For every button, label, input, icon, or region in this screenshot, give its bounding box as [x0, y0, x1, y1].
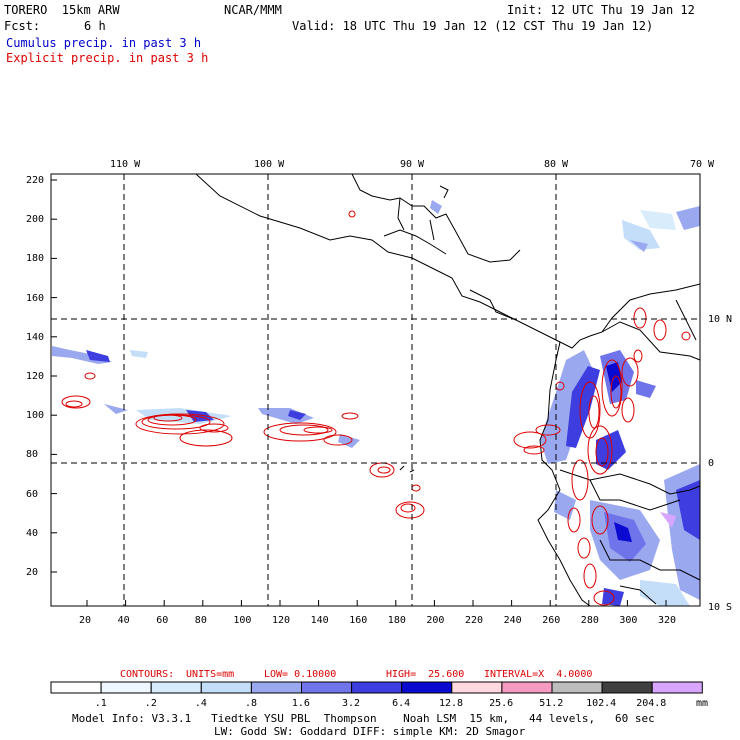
colorbar-label: 6.4 — [392, 698, 411, 709]
colorbar-label: 204.8 — [636, 698, 667, 709]
colorbar-label: 1.6 — [291, 698, 310, 709]
x-tick-label: 60 — [156, 615, 169, 626]
lat-label-10s: 10 S — [708, 602, 733, 613]
y-tick-label: 180 — [26, 253, 45, 265]
axis-ticks — [51, 179, 667, 606]
lon-label-100w: 100 W — [254, 159, 285, 170]
contour-label: CONTOURS: — [120, 669, 175, 680]
x-tick-label: 260 — [542, 615, 561, 626]
x-tick-label: 320 — [658, 615, 677, 626]
x-tick-label: 180 — [387, 615, 406, 626]
x-tick-label: 140 — [310, 615, 329, 626]
colorbar-swatch — [200, 681, 252, 694]
cumulus-precip-shading — [52, 200, 700, 606]
colorbar — [50, 681, 703, 694]
colorbar-label: 25.6 — [489, 698, 514, 709]
lon-label-70w: 70 W — [690, 159, 715, 170]
contour-units: UNITS=mm — [186, 669, 235, 680]
contour-high: HIGH= 25.600 — [386, 669, 465, 680]
lat-label-0: 0 — [708, 458, 715, 469]
colorbar-swatch — [100, 681, 152, 694]
y-tick-label: 60 — [26, 488, 39, 500]
colorbar-label: .2 — [144, 698, 157, 709]
x-tick-label: 20 — [79, 615, 92, 626]
forecast-value: 6 h — [84, 19, 106, 33]
y-tick-label: 80 — [26, 449, 39, 461]
colorbar-label: .1 — [94, 698, 107, 709]
colorbar-swatch — [50, 681, 102, 694]
colorbar-swatch — [301, 681, 353, 694]
colorbar-swatch — [451, 681, 503, 694]
y-tick-label: 40 — [26, 527, 39, 539]
contour-low: LOW= 0.10000 — [264, 669, 337, 680]
x-tick-label: 100 — [233, 615, 252, 626]
cumulus-precip-label: Cumulus precip. in past 3 h — [6, 36, 202, 50]
x-tick-label: 280 — [580, 615, 599, 626]
lat-label-10n: 10 N — [708, 314, 733, 325]
lon-label-80w: 80 W — [544, 159, 569, 170]
colorbar-swatch — [601, 681, 653, 694]
map-border — [50, 173, 701, 607]
lon-label-90w: 90 W — [400, 159, 425, 170]
colorbar-swatch — [551, 681, 603, 694]
latlon-grid — [51, 174, 700, 606]
y-tick-label: 20 — [26, 567, 39, 578]
colorbar-swatch — [351, 681, 403, 694]
model-info: Model Info: V3.3.1 Tiedtke YSU PBL Thomp… — [72, 712, 655, 725]
colorbar-label: .4 — [194, 698, 207, 709]
y-tick-label: 140 — [26, 331, 45, 343]
init-time: Init: 12 UTC Thu 19 Jan 12 — [507, 3, 695, 17]
model-physics: LW: Godd SW: Goddard DIFF: simple KM: 2D… — [214, 725, 526, 738]
x-tick-label: 80 — [194, 615, 207, 626]
y-tick-label: 120 — [26, 371, 45, 382]
colorbar-label: 3.2 — [342, 698, 361, 709]
colorbar-label: .8 — [245, 698, 258, 709]
y-tick-label: 220 — [26, 175, 45, 186]
x-tick-label: 300 — [619, 615, 638, 626]
colorbar-label: 12.8 — [439, 698, 464, 709]
x-tick-label: 160 — [349, 615, 368, 626]
coastlines — [195, 173, 701, 607]
colorbar-swatch — [501, 681, 553, 694]
y-tick-label: 160 — [26, 292, 45, 304]
org-label: NCAR/MMM — [224, 3, 282, 17]
model-title: TORERO 15km ARW — [4, 3, 120, 17]
colorbar-swatch — [250, 681, 302, 694]
x-tick-label: 220 — [465, 615, 484, 626]
colorbar-label: 102.4 — [586, 698, 617, 709]
x-tick-label: 240 — [503, 615, 522, 626]
contour-interval: INTERVAL=X 4.0000 — [484, 669, 593, 680]
colorbar-swatch — [401, 681, 453, 694]
x-tick-label: 120 — [272, 615, 291, 626]
y-tick-label: 100 — [26, 410, 45, 422]
explicit-precip-contours — [61, 210, 691, 606]
lon-label-110w: 110 W — [110, 159, 141, 170]
colorbar-swatch — [150, 681, 202, 694]
colorbar-label: 51.2 — [539, 698, 564, 709]
colorbar-unit: mm — [696, 698, 709, 709]
valid-time: Valid: 18 UTC Thu 19 Jan 12 (12 CST Thu … — [292, 19, 654, 33]
x-tick-label: 200 — [426, 615, 445, 626]
colorbar-swatch — [651, 681, 703, 694]
forecast-label: Fcst: — [4, 19, 41, 33]
x-tick-label: 40 — [117, 615, 130, 626]
y-tick-label: 200 — [26, 214, 45, 226]
explicit-precip-label: Explicit precip. in past 3 h — [6, 51, 209, 65]
